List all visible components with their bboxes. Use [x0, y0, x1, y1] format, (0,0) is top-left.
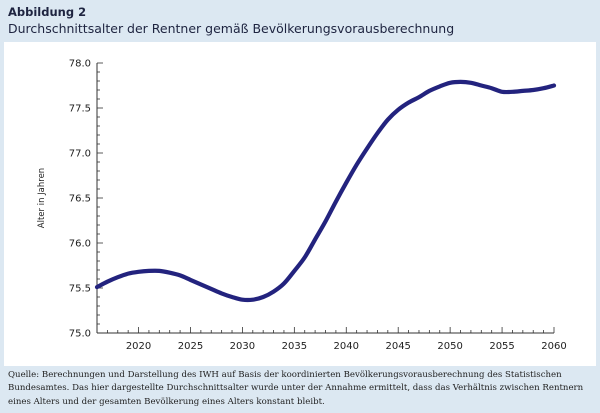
plot-panel: 75.0 75.5 76.0 76.5 77.0 77.5 78.0 2020 2025 2030… [4, 42, 596, 366]
x-tick-label: 2020 [126, 341, 151, 352]
data-point [252, 299, 254, 301]
data-point [501, 91, 503, 93]
x-tick-label: 2055 [489, 341, 514, 352]
data-point [220, 292, 222, 294]
data-point [293, 270, 295, 272]
data-point [137, 271, 139, 273]
y-tick-label: 76.0 [69, 239, 91, 250]
y-tick-label: 78.0 [69, 59, 91, 70]
data-point [397, 109, 399, 111]
data-point [314, 238, 316, 240]
data-point [262, 296, 264, 298]
series-line [94, 79, 557, 303]
x-tick-label: 2060 [541, 341, 566, 352]
data-point [376, 132, 378, 134]
data-point [345, 182, 347, 184]
figure-label: Abbildung 2 [8, 5, 87, 19]
y-axis-label: Alter in Jahren [37, 168, 47, 228]
data-point [553, 84, 555, 86]
data-point [96, 286, 98, 288]
data-point [335, 200, 337, 202]
data-point [106, 281, 108, 283]
y-tick-label: 77.5 [69, 104, 91, 115]
data-point [407, 101, 409, 103]
data-point [324, 220, 326, 222]
data-point [511, 91, 513, 93]
series-layer [94, 79, 557, 303]
data-point [231, 296, 233, 298]
x-tick-label: 2025 [178, 341, 203, 352]
data-point [117, 276, 119, 278]
y-tick-label: 77.0 [69, 149, 91, 160]
data-point [418, 96, 420, 98]
data-point [158, 270, 160, 272]
data-point [304, 256, 306, 258]
data-point [542, 87, 544, 89]
data-point [387, 119, 389, 121]
data-point [169, 272, 171, 274]
x-tick-label: 2035 [282, 341, 307, 352]
source-note: Quelle: Berechnungen und Darstellung des… [8, 370, 584, 407]
x-tick-label: 2040 [334, 341, 359, 352]
data-point [490, 87, 492, 89]
y-tick-label: 76.5 [69, 194, 91, 205]
data-point [179, 274, 181, 276]
data-point [210, 288, 212, 290]
chart-title: Durchschnittsalter der Rentner gemäß Bev… [8, 21, 455, 36]
data-point [355, 164, 357, 166]
data-point [283, 282, 285, 284]
data-point [470, 82, 472, 84]
data-point [449, 82, 451, 84]
data-point [522, 90, 524, 92]
y-tick-label: 75.0 [69, 329, 91, 340]
x-tick-label: 2045 [385, 341, 410, 352]
tick-labels: 75.0 75.5 76.0 76.5 77.0 77.5 78.0 2020 2025 2030… [69, 59, 567, 353]
data-point [241, 299, 243, 301]
data-point [200, 283, 202, 285]
data-point [127, 272, 129, 274]
data-point [428, 90, 430, 92]
data-point [272, 290, 274, 292]
data-point [459, 81, 461, 83]
axes [96, 62, 555, 334]
line-chart: 75.0 75.5 76.0 76.5 77.0 77.5 78.0 2020 2025 2030… [37, 59, 567, 353]
data-point [366, 147, 368, 149]
x-tick-label: 2030 [230, 341, 255, 352]
data-point [532, 89, 534, 91]
data-point [148, 270, 150, 272]
x-tick-label: 2050 [437, 341, 462, 352]
data-point [480, 84, 482, 86]
data-point [439, 85, 441, 87]
data-point [189, 279, 191, 281]
y-tick-label: 75.5 [69, 284, 91, 295]
